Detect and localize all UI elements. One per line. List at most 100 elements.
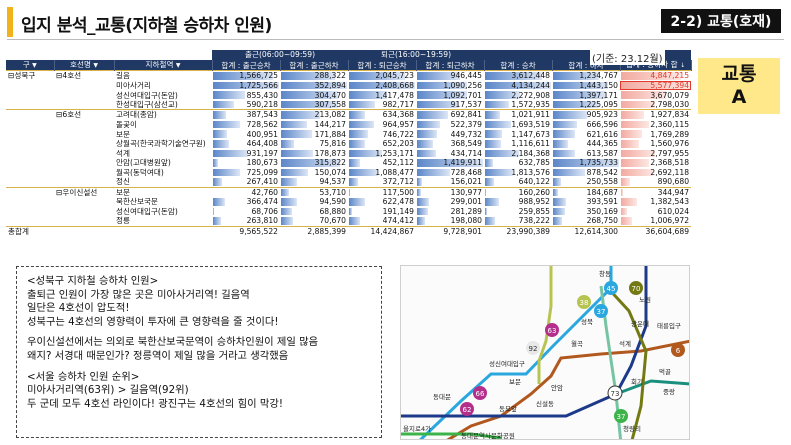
value-cell: 988,952 (484, 197, 552, 207)
data-bar (417, 72, 461, 80)
value-text: 288,322 (314, 71, 347, 81)
badge-38: 38 (580, 299, 589, 307)
data-bar (417, 130, 437, 138)
value-text: 522,379 (450, 119, 483, 129)
data-bar (485, 207, 488, 216)
data-bar (417, 159, 484, 167)
value-text: 372,712 (382, 177, 415, 187)
note-line: <성북구 지하철 승하차 인원> (27, 275, 159, 287)
label-changdong: 창동 (599, 270, 611, 278)
value-text: 905,923 (586, 110, 619, 120)
value-cell: 917,537 (416, 100, 484, 110)
data-bar (485, 198, 500, 206)
col-header-station[interactable]: 지하철역 ▼ (114, 60, 213, 71)
value-cell: 180,673 (212, 158, 280, 168)
value-text: 299,001 (450, 197, 483, 207)
value-cell: 178,873 (280, 149, 348, 159)
value-cell: 1,417,478 (348, 90, 416, 100)
value-cell: 982,717 (348, 100, 416, 110)
value-text: 198,080 (450, 216, 483, 226)
value-text: 1,572,935 (511, 100, 551, 109)
value-cell: 464,408 (212, 139, 280, 149)
value-text: 666,596 (586, 119, 619, 129)
col-header-morning-alight[interactable]: 합계 : 출근하차 (280, 60, 349, 71)
value-text: 281,289 (450, 206, 483, 216)
data-bar (553, 91, 606, 99)
value-text: 393,591 (586, 197, 619, 207)
col-header-evening-board[interactable]: 합계 : 퇴근승차 (348, 60, 417, 71)
data-bar (349, 207, 353, 216)
label-hoegi: 회기 (631, 377, 643, 386)
value-cell: 652,203 (348, 139, 416, 149)
gu-cell (6, 100, 54, 110)
value-cell: 184,687 (552, 186, 621, 198)
data-bar (485, 168, 513, 177)
value-text: 130,977 (450, 187, 483, 197)
data-bar (281, 188, 290, 197)
value-cell: 1,006,972 (620, 216, 691, 226)
value-text: 387,543 (246, 110, 279, 120)
data-bar (213, 207, 214, 216)
value-cell: 350,169 (552, 207, 620, 217)
col-header-board-total[interactable]: 합계 : 승차 (484, 60, 553, 71)
value-cell: 68,706 (212, 207, 280, 217)
data-bar (281, 91, 338, 99)
value-cell: 4,847,215 (620, 70, 692, 81)
value-text: 344,947 (657, 187, 690, 197)
data-bar (621, 101, 655, 109)
data-bar (281, 130, 313, 138)
col-header-alight-total[interactable]: 합계 : 하차 (552, 60, 621, 71)
station-cell: 보문 (114, 186, 213, 198)
value-text: 1,092,701 (443, 90, 483, 100)
table-row: 보문 400,951 171,884 746,722 449,732 1,147,673 6… (6, 129, 691, 139)
data-bar (213, 149, 248, 158)
line7-track (604, 284, 648, 439)
col-header-gu[interactable]: 구 ▼ (6, 60, 55, 71)
value-cell: 2,692,118 (620, 168, 691, 178)
value-cell: 268,750 (552, 216, 620, 226)
data-bar (417, 149, 436, 158)
value-cell: 2,798,030 (620, 100, 691, 110)
value-cell: 1,735,733 (552, 158, 620, 168)
data-bar (349, 111, 365, 119)
data-bar (553, 198, 567, 206)
value-cell: 1,225,095 (552, 100, 620, 110)
value-cell: 307,558 (280, 100, 348, 110)
line-cell (54, 149, 114, 159)
data-bar (349, 91, 388, 99)
data-bar (417, 140, 433, 148)
data-bar (621, 178, 631, 186)
col-header-morning-board[interactable]: 합계 : 출근승차 (212, 60, 281, 71)
label-sungshin: 성신여대입구 (489, 359, 525, 368)
badge-70: 70 (632, 285, 641, 293)
data-bar (553, 159, 620, 167)
value-text: 144,217 (314, 119, 347, 129)
value-cell: 444,365 (552, 139, 620, 149)
value-text: 988,952 (518, 197, 551, 207)
value-cell: 1,693,519 (484, 120, 552, 130)
badge-37b: 37 (617, 413, 626, 421)
table-row: 상월곡(한국과학기술연구원) 464,408 75,816 652,203 368,54… (6, 139, 691, 149)
col-header-evening-alight[interactable]: 합계 : 퇴근하차 (416, 60, 485, 71)
value-text: 68,706 (251, 206, 279, 216)
value-cell: 304,470 (280, 90, 348, 100)
value-cell: 1,419,911 (416, 158, 484, 168)
data-bar (349, 149, 383, 158)
value-cell: 1,088,477 (348, 168, 416, 178)
gu-cell (6, 177, 54, 187)
data-bar (281, 111, 321, 119)
table-row: 월곡(동덕여대) 725,099 150,074 1,088,477 728,468 1,… (6, 168, 691, 178)
value-text: 263,810 (246, 216, 279, 226)
table-row: 미아사거리 1,725,566 352,894 2,408,668 1,090,256 4… (6, 80, 692, 91)
label-sinseol: 신설동 (536, 399, 554, 408)
data-bar (621, 72, 681, 80)
value-cell: 1,443,150 (552, 81, 620, 91)
data-bar (417, 168, 450, 177)
value-text: 1,735,733 (579, 158, 619, 168)
value-cell: 366,474 (212, 197, 280, 207)
col-header-line[interactable]: 호선명 ▼ (54, 60, 115, 71)
value-text: 4,847,215 (650, 71, 690, 81)
value-text: 931,197 (246, 148, 279, 158)
data-bar (485, 81, 552, 90)
table-row: 북한산보국문 366,474 94,590 622,478 299,001 988,952… (6, 197, 691, 207)
